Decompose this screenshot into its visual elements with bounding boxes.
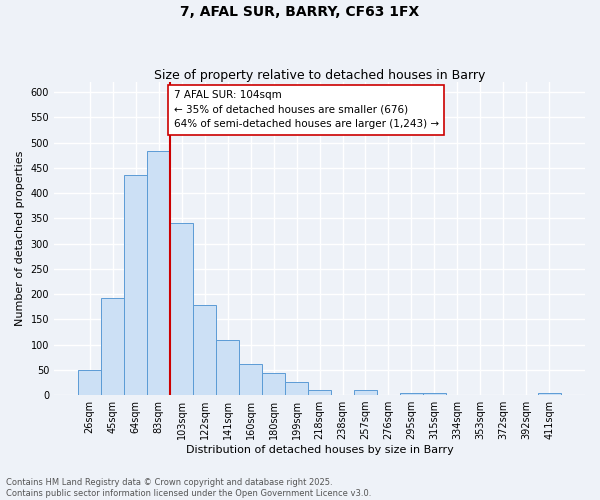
X-axis label: Distribution of detached houses by size in Barry: Distribution of detached houses by size …: [185, 445, 454, 455]
Bar: [538, 392, 561, 395]
Text: Contains HM Land Registry data © Crown copyright and database right 2025.
Contai: Contains HM Land Registry data © Crown c…: [6, 478, 371, 498]
Text: 7, AFAL SUR, BARRY, CF63 1FX: 7, AFAL SUR, BARRY, CF63 1FX: [181, 5, 419, 19]
Bar: [216, 340, 239, 395]
Title: Size of property relative to detached houses in Barry: Size of property relative to detached ho…: [154, 69, 485, 82]
Bar: [423, 392, 446, 395]
Bar: [78, 370, 101, 395]
Bar: [239, 364, 262, 395]
Bar: [285, 382, 308, 395]
Bar: [193, 305, 216, 395]
Bar: [101, 298, 124, 395]
Y-axis label: Number of detached properties: Number of detached properties: [15, 151, 25, 326]
Bar: [400, 392, 423, 395]
Bar: [147, 151, 170, 395]
Bar: [170, 224, 193, 395]
Bar: [262, 373, 285, 395]
Text: 7 AFAL SUR: 104sqm
← 35% of detached houses are smaller (676)
64% of semi-detach: 7 AFAL SUR: 104sqm ← 35% of detached hou…: [173, 90, 439, 130]
Bar: [124, 176, 147, 395]
Bar: [308, 390, 331, 395]
Bar: [354, 390, 377, 395]
